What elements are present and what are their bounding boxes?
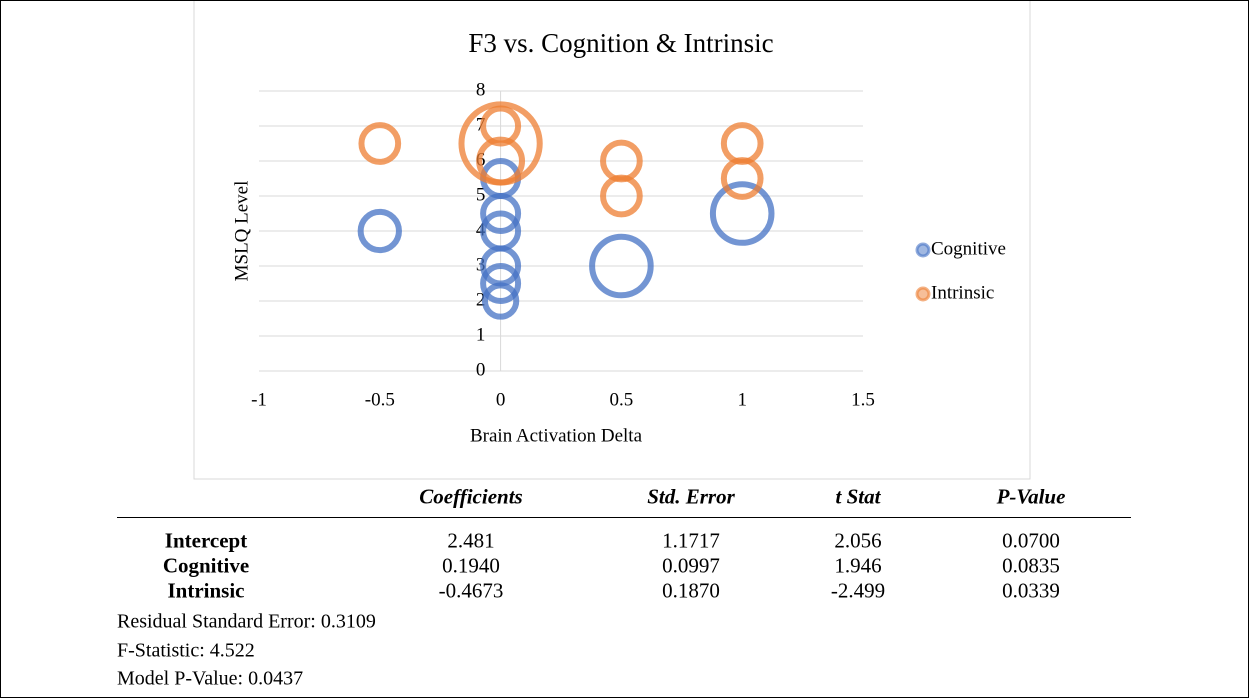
bubble (720, 157, 764, 200)
x-tick-label: -0.5 (365, 389, 395, 410)
legend-marker (915, 242, 931, 258)
legend-label: Intrinsic (931, 282, 994, 303)
row-label: Intercept (164, 528, 248, 553)
x-axis-label: Brain Activation Delta (470, 425, 643, 446)
column-header: Std. Error (647, 484, 735, 509)
x-tick-label: 0 (496, 389, 506, 410)
bubble (709, 181, 775, 246)
y-tick-label: 1 (476, 324, 486, 345)
y-tick-label: 8 (476, 79, 486, 100)
table-cell: 0.1940 (442, 553, 500, 578)
legend-label: Cognitive (931, 238, 1006, 259)
table-cell: 0.1870 (662, 578, 720, 603)
note: F-Statistic: 4.522 (117, 639, 255, 661)
table-cell: 0.0997 (662, 553, 720, 578)
table-cell: 0.0835 (1002, 553, 1060, 578)
table-cell: 1.946 (834, 553, 882, 578)
table-cell: -2.499 (830, 578, 886, 603)
bubble (358, 122, 402, 165)
x-tick-label: 1.5 (851, 389, 875, 410)
column-header: t Stat (835, 484, 881, 509)
bubble (481, 282, 520, 320)
table-cell: 2.481 (447, 528, 495, 553)
bubble (480, 105, 522, 147)
column-header: Coefficients (419, 484, 523, 509)
bubble (480, 263, 522, 304)
bubble (476, 136, 526, 186)
table-cell: 1.1717 (662, 528, 720, 553)
legend-marker (915, 286, 931, 302)
header-rule (117, 517, 1131, 518)
table-cell: 0.0700 (1002, 528, 1060, 553)
x-tick-label: 1 (737, 389, 747, 410)
bubble (357, 208, 402, 254)
bubble (589, 233, 654, 299)
row-label: Cognitive (162, 553, 250, 578)
table-cell: 2.056 (834, 528, 882, 553)
row-label: Intrinsic (167, 578, 245, 603)
table-cell: 0.0339 (1002, 578, 1060, 603)
note: Model P-Value: 0.0437 (117, 667, 304, 690)
y-tick-label: 5 (476, 184, 486, 205)
column-header: P-Value (996, 484, 1066, 509)
x-tick-label: 0.5 (610, 389, 634, 410)
chart-title: F3 vs. Cognition & Intrinsic (468, 28, 773, 58)
note: Residual Standard Error: 0.3109 (117, 610, 376, 633)
y-tick-label: 2 (476, 289, 486, 310)
x-tick-label: -1 (251, 389, 267, 410)
bubble (480, 193, 522, 234)
y-axis-label: MSLQ Level (231, 181, 252, 282)
y-tick-label: 0 (476, 359, 486, 380)
bubble (600, 174, 643, 218)
table-cell: -0.4673 (438, 578, 504, 603)
